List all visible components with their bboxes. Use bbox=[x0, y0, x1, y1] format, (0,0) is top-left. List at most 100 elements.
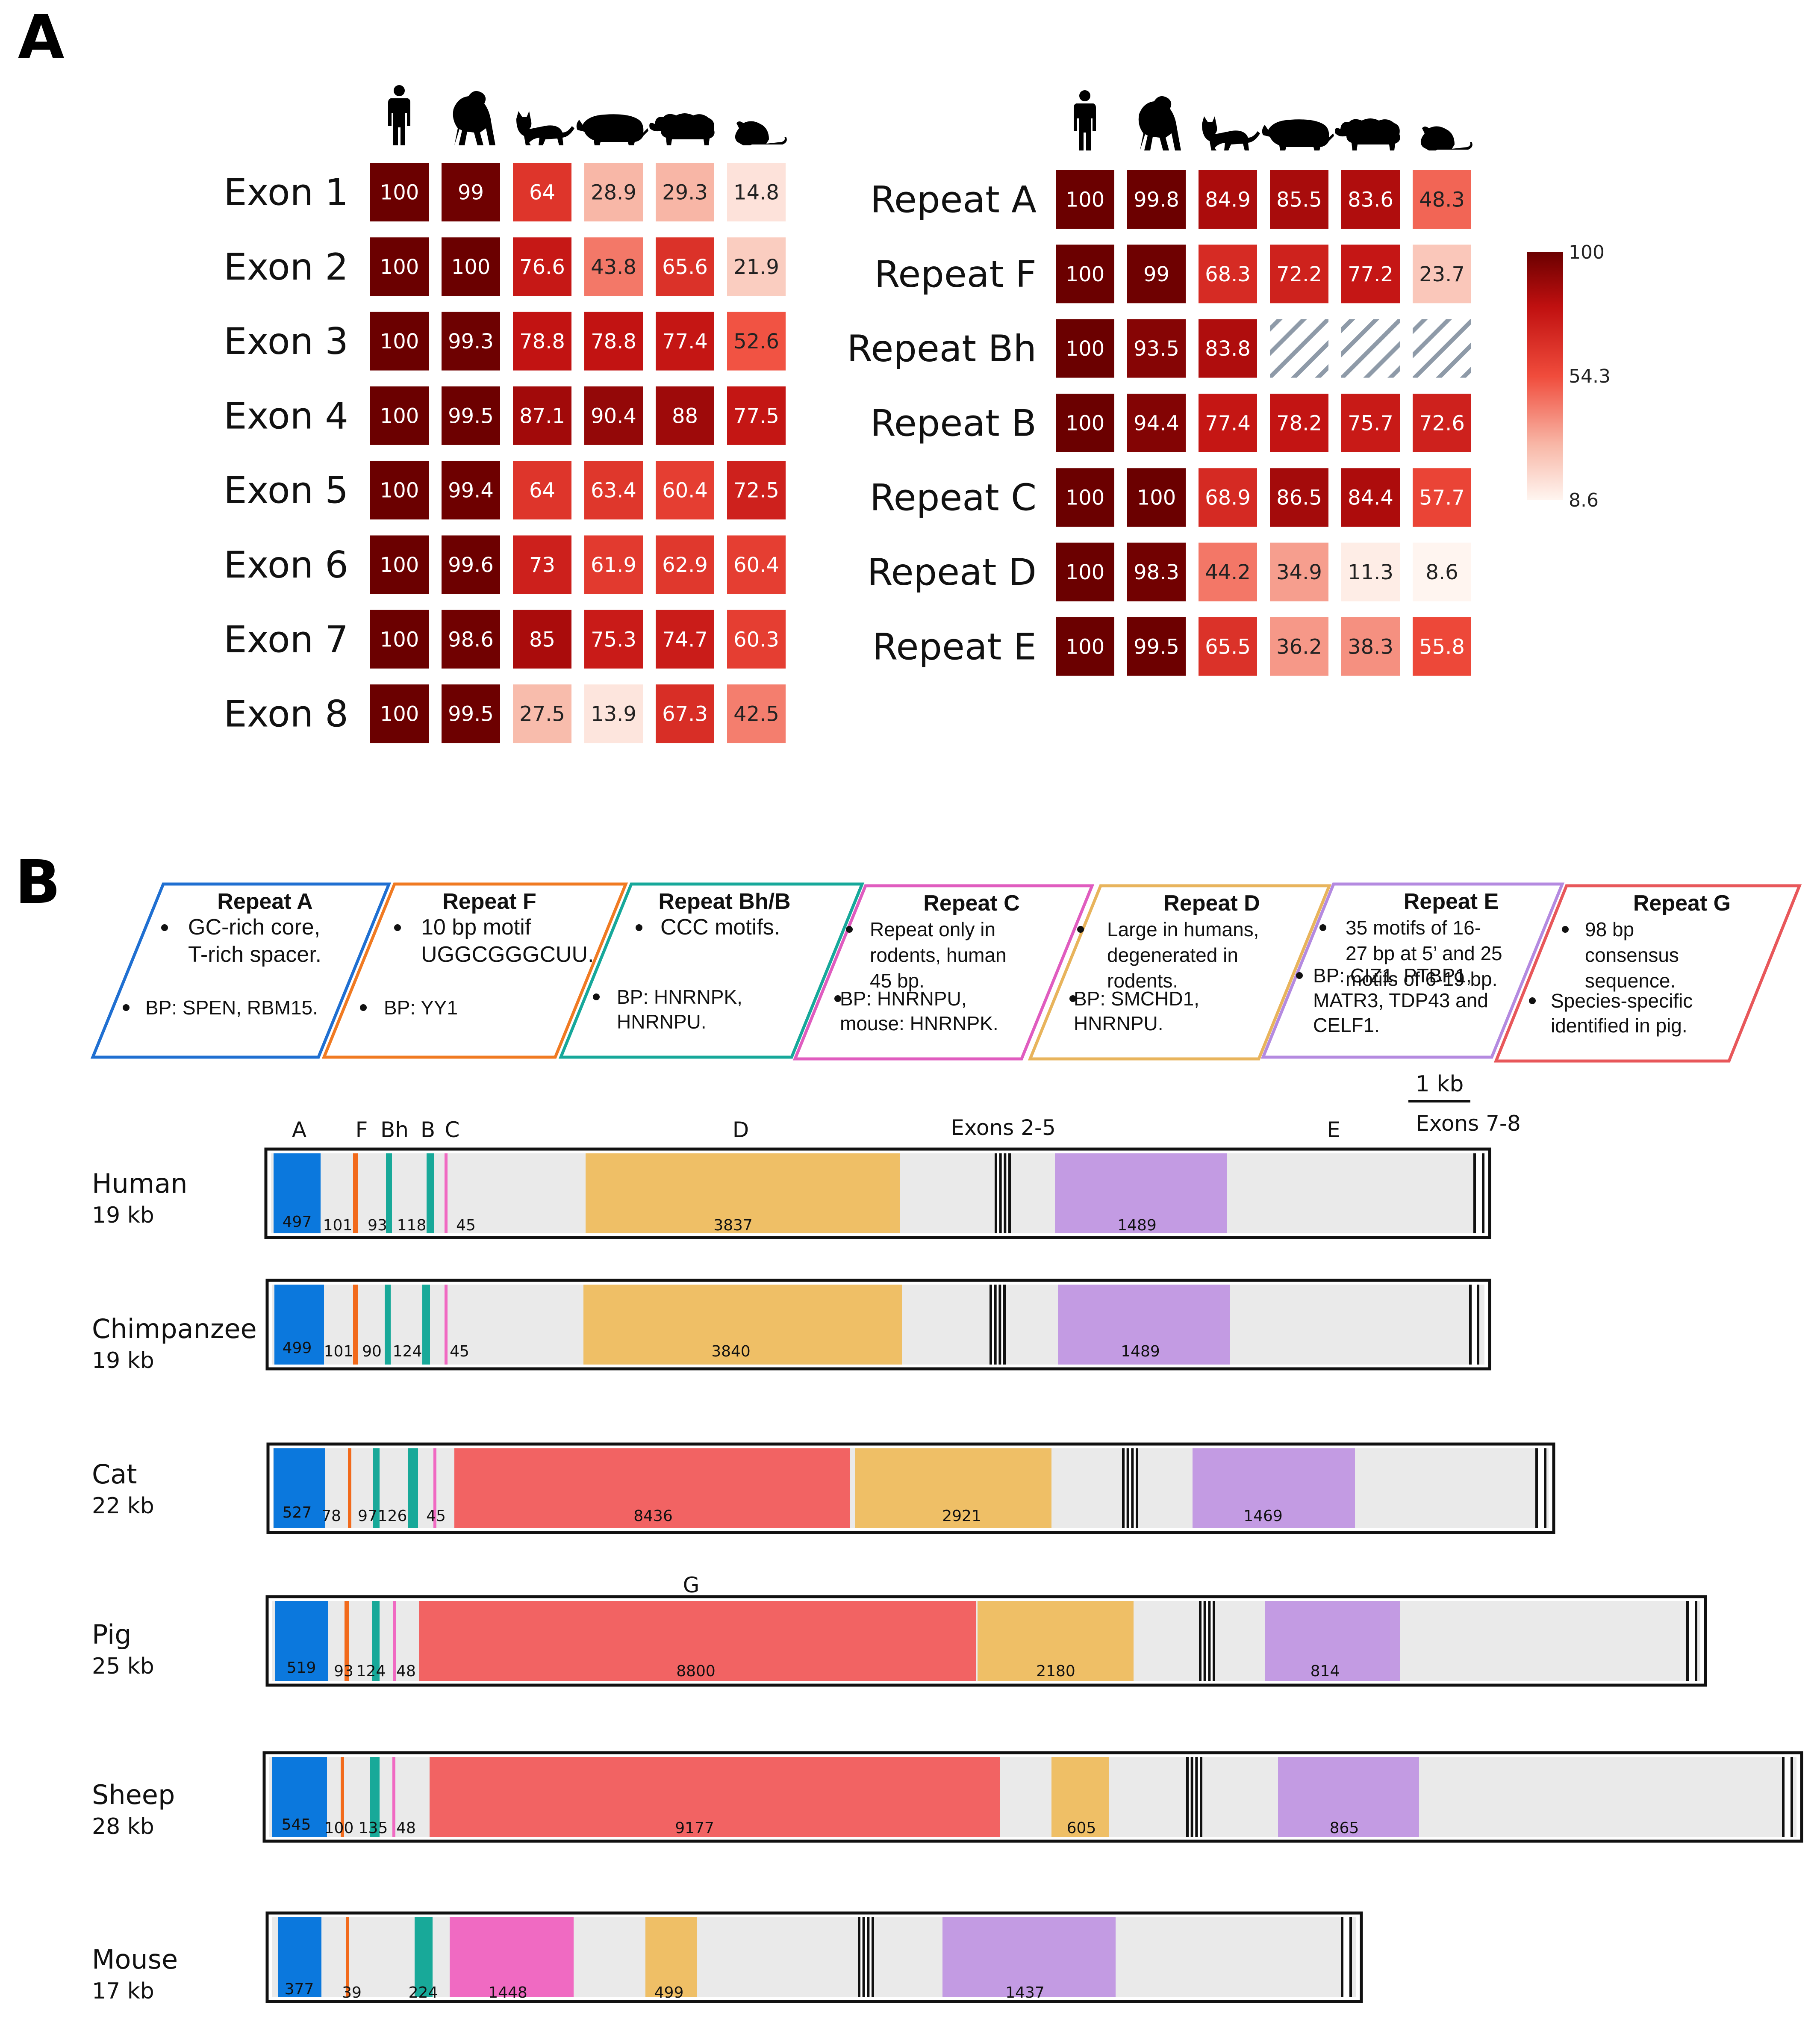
repeat-cell bbox=[1056, 468, 1114, 527]
segment-length-d: 3840 bbox=[711, 1343, 751, 1360]
exon-cell-value: 100 bbox=[380, 255, 419, 279]
exon-cell bbox=[727, 237, 786, 296]
repeat-box-title: Repeat D bbox=[1163, 891, 1260, 916]
segment-length-c: 45 bbox=[450, 1343, 469, 1360]
repeat-cell-value: 72.2 bbox=[1276, 262, 1322, 286]
segment-length-bh: 97 bbox=[358, 1507, 377, 1525]
exon-cell bbox=[442, 237, 500, 296]
exon-cell-value: 43.8 bbox=[591, 255, 636, 279]
segment-length-c: 48 bbox=[396, 1662, 416, 1680]
bullet-icon bbox=[1296, 972, 1303, 979]
repeat-box-bp: mouse: HNRNPK. bbox=[840, 1012, 998, 1035]
exon-row-label: Exon 3 bbox=[224, 320, 348, 363]
exon-cell-value: 60.4 bbox=[733, 553, 779, 577]
exon-cell-value: 100 bbox=[451, 255, 491, 279]
track-size: 19 kb bbox=[92, 1348, 154, 1374]
repeat-box-bp: Species-specific bbox=[1551, 990, 1693, 1012]
exon-cell-value: 100 bbox=[380, 479, 419, 503]
repeat-cell bbox=[1199, 245, 1257, 304]
repeat-description-boxes: Repeat AGC-rich core,T-rich spacer. BP: S… bbox=[90, 882, 1802, 1063]
sheep-icon bbox=[649, 113, 715, 145]
repeat-cell bbox=[1127, 617, 1186, 676]
repeat-box-outline bbox=[1028, 884, 1332, 1061]
repeat-cell-value: 100 bbox=[1066, 411, 1105, 435]
segment-length-a: 519 bbox=[287, 1659, 316, 1677]
exon-row-label: Exon 6 bbox=[224, 544, 348, 587]
human-icon bbox=[388, 85, 410, 145]
exon-cell bbox=[513, 461, 571, 520]
exon-cell bbox=[370, 386, 429, 445]
repeat-segment-e bbox=[1055, 1153, 1227, 1233]
bullet-icon bbox=[1562, 926, 1569, 933]
segment-length-g: 8800 bbox=[676, 1662, 716, 1680]
exon-cell-value: 67.3 bbox=[662, 702, 708, 726]
repeat-box-title: Repeat F bbox=[442, 889, 536, 914]
repeat-segment-c bbox=[392, 1757, 395, 1837]
exon-cell bbox=[656, 684, 714, 743]
segment-length-a: 497 bbox=[283, 1213, 312, 1231]
track-species-name: Chimpanzee bbox=[92, 1313, 257, 1344]
repeat-segment-c bbox=[433, 1448, 436, 1528]
bullet-icon bbox=[1077, 926, 1084, 933]
repeat-cell-value: 99.8 bbox=[1134, 188, 1179, 212]
repeat-segment-d bbox=[978, 1601, 1134, 1681]
exon-cell-value: 100 bbox=[380, 553, 419, 577]
exon-cell-value: 77.4 bbox=[662, 330, 708, 354]
exon-cell-value: 42.5 bbox=[733, 702, 779, 726]
repeat-segment-g bbox=[454, 1448, 850, 1528]
exon-cell bbox=[584, 610, 643, 669]
label-repeat-d: D bbox=[733, 1117, 749, 1142]
repeat-segment-f bbox=[346, 1917, 349, 1997]
exon-cell-value: 72.5 bbox=[733, 479, 779, 503]
repeat-box-desc: degenerated in bbox=[1107, 944, 1238, 966]
exon-cell bbox=[370, 163, 429, 221]
segment-length-c: 45 bbox=[426, 1507, 446, 1525]
label-repeat-e: E bbox=[1327, 1117, 1340, 1142]
exon-cell-value: 85 bbox=[529, 628, 555, 651]
repeat-segment-bh bbox=[373, 1448, 380, 1528]
segment-length-d: 605 bbox=[1067, 1819, 1096, 1837]
repeat-segment-c bbox=[445, 1285, 448, 1365]
track-species-name: Sheep bbox=[92, 1779, 175, 1810]
repeat-cell bbox=[1341, 393, 1400, 452]
repeat-cell bbox=[1127, 393, 1186, 452]
exon-cell-value: 99.5 bbox=[448, 404, 494, 428]
exon-cell bbox=[584, 237, 643, 296]
repeat-segment-b bbox=[370, 1757, 380, 1837]
repeat-cell-missing bbox=[1341, 319, 1400, 378]
repeat-cell-value: 84.4 bbox=[1348, 486, 1393, 510]
pig-icon bbox=[1262, 119, 1334, 150]
segment-length-d: 499 bbox=[654, 1984, 684, 2001]
exon-block bbox=[1475, 1153, 1483, 1233]
gene-track: Mouse 17 kb 377 39 224 1448 499 1437 bbox=[92, 1911, 1363, 2004]
exon-cell-value: 100 bbox=[380, 702, 419, 726]
exon-row-label: Exon 8 bbox=[224, 693, 348, 736]
species-icons-repeats bbox=[1074, 90, 1472, 150]
species-icons-exons bbox=[388, 85, 787, 145]
repeat-cell-value: 93.5 bbox=[1134, 337, 1179, 361]
exon-cell-value: 60.3 bbox=[733, 628, 779, 651]
segment-length-d: 2921 bbox=[942, 1507, 981, 1525]
repeat-cell bbox=[1199, 170, 1257, 229]
exon-cell bbox=[656, 237, 714, 296]
exon-cell-value: 64 bbox=[529, 479, 555, 503]
repeat-box-bp: BP: CIZ1, PTBP1, bbox=[1313, 964, 1472, 987]
exon-cell bbox=[727, 684, 786, 743]
bullet-icon bbox=[846, 926, 853, 933]
repeat-cell bbox=[1413, 542, 1471, 601]
exon-cell bbox=[442, 386, 500, 445]
repeat-cell-value: 75.7 bbox=[1348, 411, 1393, 435]
repeat-segment-g bbox=[430, 1757, 1000, 1837]
segment-length-b: 135 bbox=[359, 1819, 388, 1837]
repeat-cell bbox=[1270, 170, 1328, 229]
repeat-box-desc: 98 bp bbox=[1585, 918, 1634, 940]
repeat-segment-f bbox=[345, 1601, 349, 1681]
repeat-segment-d bbox=[855, 1448, 1051, 1528]
exon-cell-value: 60.4 bbox=[662, 479, 708, 503]
bullet-icon bbox=[1319, 924, 1326, 931]
track-species-name: Cat bbox=[92, 1459, 137, 1490]
repeat-segment-e bbox=[1058, 1285, 1230, 1365]
segment-length-g: 8436 bbox=[633, 1507, 673, 1525]
exon-cell-value: 78.8 bbox=[519, 330, 565, 354]
